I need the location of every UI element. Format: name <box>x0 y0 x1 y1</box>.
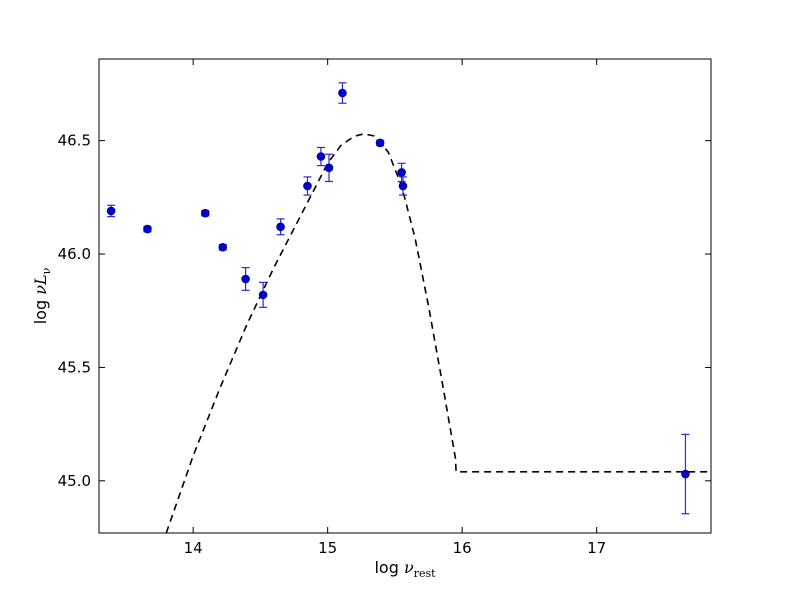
model-curve <box>165 133 711 533</box>
data-point <box>218 242 228 252</box>
y-axis-label-prefix: log <box>31 295 50 324</box>
model-layer <box>165 133 711 533</box>
data-point <box>398 181 408 191</box>
x-axis-label: log νrest <box>374 558 436 580</box>
data-point <box>397 168 406 177</box>
data-point <box>258 290 268 300</box>
data-point <box>143 224 152 234</box>
data-point <box>303 181 312 191</box>
x-tick-label: 15 <box>318 539 337 557</box>
y-axis-label: log νLν <box>31 267 53 324</box>
data-point <box>324 163 334 173</box>
y-tick-label: 46.0 <box>58 245 91 263</box>
y-tick-label: 45.5 <box>58 358 91 376</box>
x-axis-label-prefix: log <box>374 558 403 577</box>
x-tick-label: 17 <box>587 539 606 557</box>
x-tick-label: 16 <box>453 539 472 557</box>
data-point <box>106 206 116 216</box>
data-point <box>338 88 347 98</box>
data-points-layer <box>106 82 690 515</box>
y-tick-label: 46.5 <box>58 132 91 150</box>
data-point <box>276 222 285 232</box>
data-point <box>316 152 326 161</box>
data-point <box>375 138 385 148</box>
data-point <box>200 208 210 218</box>
data-point <box>241 274 250 284</box>
plot-frame <box>98 58 712 534</box>
y-axis-label-subscript: ν <box>40 267 53 274</box>
x-tick-label: 14 <box>184 539 203 557</box>
ticks-layer: 14 15 16 17 45.0 45.5 46.0 46.5 <box>58 59 711 557</box>
y-tick-label: 45.0 <box>58 472 91 490</box>
x-axis-label-symbol: ν <box>404 558 414 577</box>
x-axis-label-subscript: rest <box>414 567 436 580</box>
y-axis-label-symbol: νL <box>31 274 50 294</box>
data-point <box>681 469 690 479</box>
